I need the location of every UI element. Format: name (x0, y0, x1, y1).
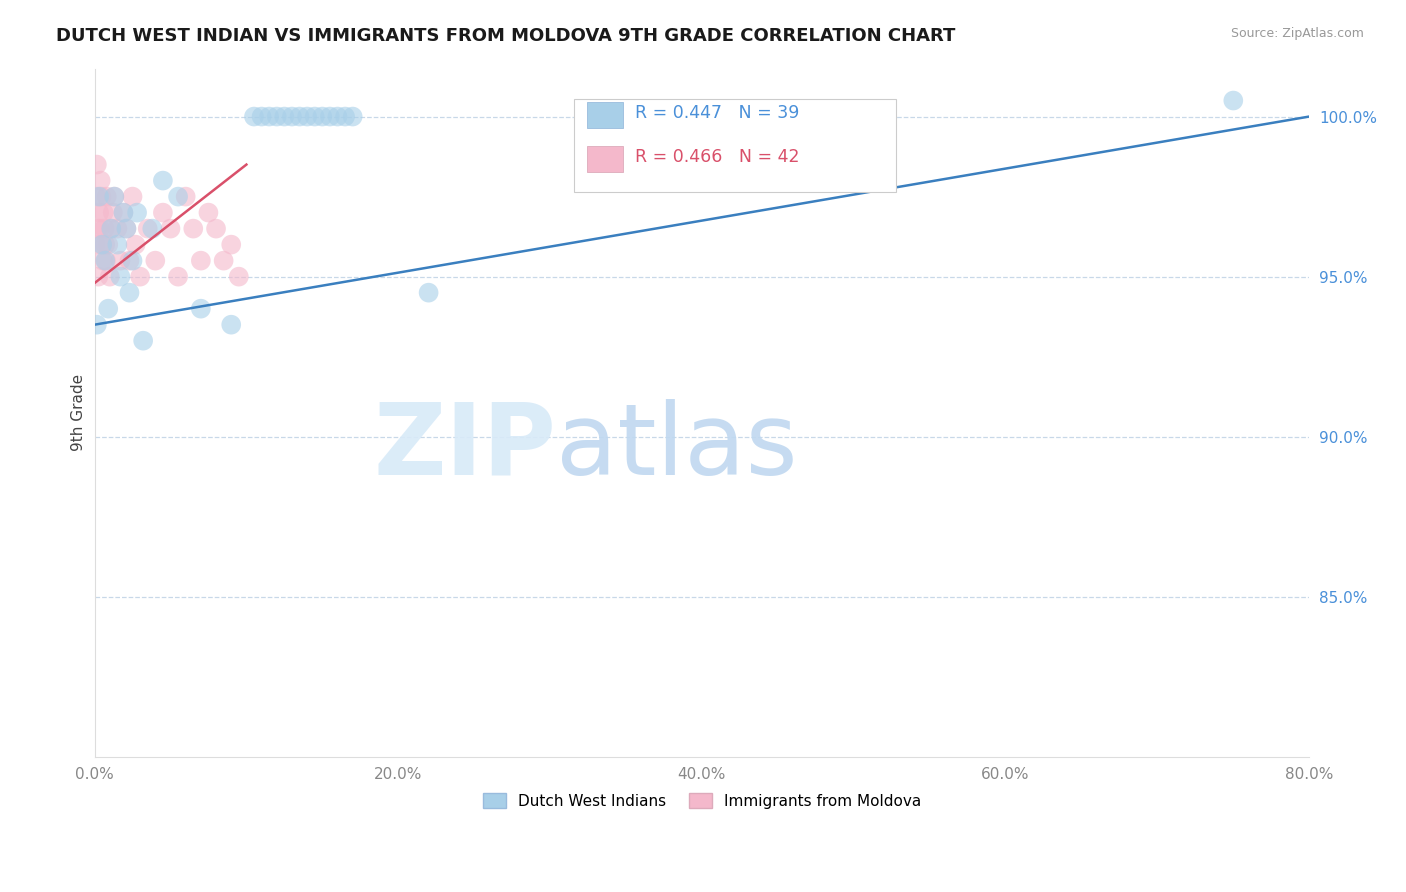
Point (136, 221, 159, 235)
Text: ZIP: ZIP (373, 399, 557, 496)
Point (190, 301, 212, 316)
Point (110, 253, 132, 268)
Point (93, 205, 115, 219)
Point (84, 237, 107, 252)
Point (94, 237, 117, 252)
Point (129, 269, 152, 284)
Point (197, 205, 219, 219)
Point (94, 253, 117, 268)
Point (167, 269, 190, 284)
Point (103, 189, 125, 203)
Point (281, 110, 304, 124)
Text: R = 0.447   N = 39: R = 0.447 N = 39 (636, 104, 800, 122)
Point (101, 205, 124, 219)
Point (86, 221, 108, 235)
Text: atlas: atlas (557, 399, 797, 496)
Legend: Dutch West Indians, Immigrants from Moldova: Dutch West Indians, Immigrants from Mold… (477, 787, 928, 814)
Point (115, 221, 138, 235)
Point (93, 221, 115, 235)
Point (112, 205, 135, 219)
Point (250, 110, 273, 124)
Point (228, 269, 250, 284)
Point (273, 110, 295, 124)
Point (89, 205, 111, 219)
Point (97, 237, 120, 252)
Point (219, 318, 242, 332)
Point (87, 269, 110, 284)
Text: DUTCH WEST INDIAN VS IMMIGRANTS FROM MOLDOVA 9TH GRADE CORRELATION CHART: DUTCH WEST INDIAN VS IMMIGRANTS FROM MOL… (56, 27, 956, 45)
FancyBboxPatch shape (575, 100, 896, 193)
Point (98, 269, 121, 284)
Point (86, 158, 108, 172)
Point (121, 189, 143, 203)
Point (1222, 94, 1244, 108)
Point (326, 110, 349, 124)
Point (91, 253, 114, 268)
Point (181, 221, 204, 235)
Point (205, 221, 228, 235)
Point (266, 110, 288, 124)
Point (304, 110, 326, 124)
Point (333, 110, 356, 124)
Point (721, 110, 744, 124)
Point (103, 189, 125, 203)
FancyBboxPatch shape (586, 145, 623, 172)
Point (105, 221, 128, 235)
Point (118, 285, 141, 300)
Point (118, 253, 141, 268)
Point (219, 237, 242, 252)
Point (418, 285, 440, 300)
Point (91, 237, 114, 252)
Point (91, 237, 114, 252)
Point (683, 110, 706, 124)
Point (124, 237, 146, 252)
Point (97, 301, 120, 316)
Point (212, 253, 235, 268)
Point (167, 189, 190, 203)
Point (84, 189, 107, 203)
Point (110, 269, 132, 284)
Text: Source: ZipAtlas.com: Source: ZipAtlas.com (1230, 27, 1364, 40)
Point (257, 110, 280, 124)
Point (89, 221, 111, 235)
Point (89, 189, 111, 203)
Point (90, 189, 112, 203)
Text: R = 0.466   N = 42: R = 0.466 N = 42 (636, 148, 800, 166)
Point (295, 110, 318, 124)
Point (319, 110, 342, 124)
Point (96, 189, 118, 203)
Point (174, 189, 197, 203)
Point (105, 237, 128, 252)
Point (112, 205, 135, 219)
Point (645, 110, 668, 124)
Point (288, 110, 311, 124)
Point (152, 173, 174, 187)
Point (94, 253, 117, 268)
Point (342, 110, 364, 124)
Point (100, 221, 122, 235)
Point (159, 221, 181, 235)
Point (121, 253, 143, 268)
Point (141, 221, 163, 235)
Point (100, 221, 122, 235)
Point (311, 110, 333, 124)
Point (127, 205, 149, 219)
Y-axis label: 9th Grade: 9th Grade (72, 374, 86, 451)
Point (90, 173, 112, 187)
Point (243, 110, 266, 124)
Point (143, 253, 166, 268)
Point (132, 334, 155, 348)
Point (152, 205, 174, 219)
Point (190, 253, 212, 268)
Point (115, 221, 138, 235)
Point (86, 318, 108, 332)
FancyBboxPatch shape (586, 103, 623, 128)
